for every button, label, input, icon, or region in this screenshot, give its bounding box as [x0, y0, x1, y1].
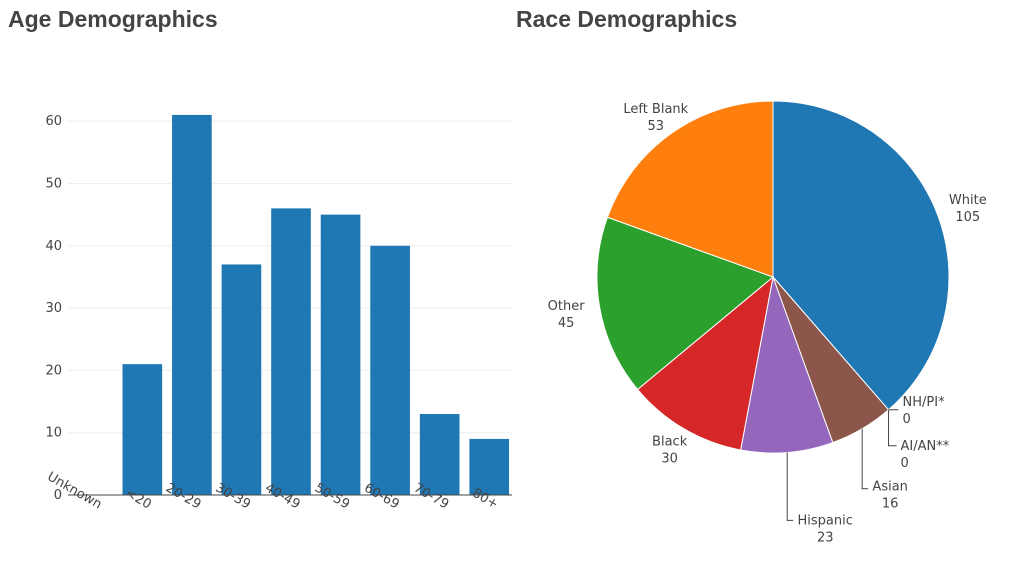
- slice-label: Left Blank 53: [623, 102, 688, 134]
- y-tick-label: 50: [45, 176, 62, 191]
- y-tick-label: 20: [45, 363, 62, 378]
- bar-70-79[interactable]: [419, 414, 460, 495]
- y-tick-label: 30: [45, 301, 62, 316]
- slice-label: Asian 16: [872, 480, 907, 512]
- slice-label-value: 0: [901, 456, 909, 471]
- y-tick-label: 10: [45, 426, 62, 441]
- slice-label: AI/AN** 0: [901, 439, 950, 471]
- slice-other[interactable]: [596, 216, 774, 391]
- bar-80[interactable]: [469, 438, 510, 495]
- slice-label-value: 53: [648, 119, 665, 134]
- slice-label-name: Left Blank: [623, 102, 688, 117]
- slice-label: NH/PI* 0: [903, 395, 946, 427]
- bar-30-39[interactable]: [221, 264, 262, 495]
- slice-label-value: 23: [817, 530, 834, 545]
- slice-label-name: Other: [548, 299, 586, 314]
- slice-label: Other 45: [548, 299, 586, 331]
- y-tick-label: 60: [45, 114, 62, 129]
- age-chart-title: Age Demographics: [8, 6, 218, 32]
- bar-60-69[interactable]: [370, 245, 410, 495]
- slice-label-value: 16: [882, 497, 899, 512]
- slice-black[interactable]: [636, 275, 774, 451]
- slice-label-value: 0: [903, 412, 911, 427]
- race-chart-title: Race Demographics: [516, 6, 738, 32]
- slice-label-value: 30: [661, 452, 678, 467]
- leader-line: [786, 452, 794, 521]
- bar-20[interactable]: [122, 364, 163, 495]
- slice-white[interactable]: [772, 100, 950, 411]
- slice-left-blank[interactable]: [606, 100, 774, 278]
- slice-label: Black 30: [652, 435, 688, 467]
- y-tick-label: 0: [54, 488, 62, 503]
- slice-label: Hispanic 23: [798, 513, 853, 545]
- slice-label-name: AI/AN**: [901, 439, 950, 454]
- bar-20-29[interactable]: [172, 114, 212, 495]
- race-pie-chart: White 105 Black 30 Other 45 Left Blank 53 NH/PI*…: [548, 100, 987, 545]
- y-tick-label: 40: [45, 239, 62, 254]
- slice-label-value: 45: [558, 316, 575, 331]
- slice-label-name: Black: [652, 435, 688, 450]
- slice-label: White 105: [949, 193, 987, 225]
- slice-hispanic[interactable]: [740, 275, 834, 454]
- slice-label-name: Asian: [872, 480, 907, 495]
- slice-label-name: Hispanic: [798, 513, 853, 528]
- bar-50-59[interactable]: [320, 214, 361, 495]
- slice-label-name: White: [949, 193, 987, 208]
- slice-label-name: NH/PI*: [903, 395, 946, 410]
- leader-line: [888, 409, 897, 447]
- slice-label-value: 105: [955, 210, 980, 225]
- bar-40-49[interactable]: [271, 208, 311, 495]
- leader-line: [861, 428, 869, 490]
